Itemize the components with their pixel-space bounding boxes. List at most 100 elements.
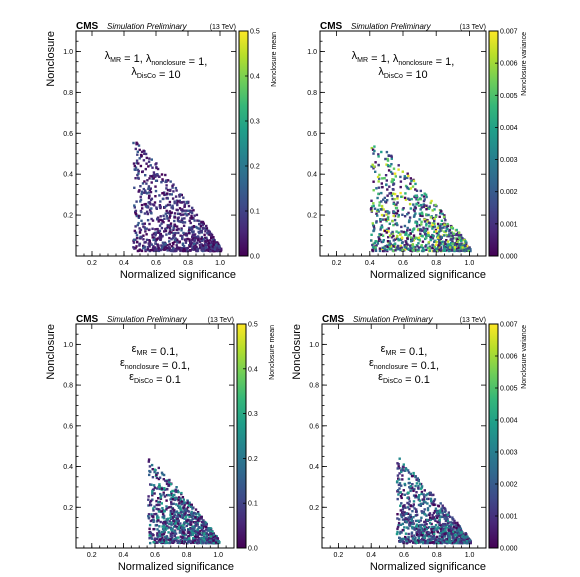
data-point: [168, 232, 171, 235]
data-point: [185, 247, 188, 250]
data-point: [377, 236, 380, 239]
data-point: [452, 232, 456, 236]
annotation-part: nonclosure: [374, 364, 408, 371]
data-point: [181, 242, 185, 245]
data-point: [417, 204, 421, 207]
data-point: [137, 176, 140, 180]
data-point: [372, 204, 375, 208]
data-point: [190, 214, 193, 218]
data-point: [175, 228, 178, 231]
data-point: [160, 487, 164, 490]
data-point: [437, 538, 440, 541]
data-point: [171, 248, 174, 252]
annotation-line: εDisCo = 0.1: [378, 371, 430, 386]
data-point: [396, 517, 399, 520]
data-point: [444, 528, 447, 532]
data-point: [174, 521, 177, 525]
data-point: [436, 222, 440, 226]
x-tick-label: 1.0: [215, 260, 225, 267]
data-point: [430, 527, 433, 531]
data-point: [390, 244, 394, 247]
data-point: [162, 515, 166, 518]
data-point: [411, 522, 415, 526]
data-point: [179, 508, 182, 511]
data-point: [166, 536, 169, 539]
data-point: [138, 148, 141, 152]
data-point: [176, 241, 179, 244]
data-point: [396, 197, 399, 200]
y-axis-label: Nonclosure: [291, 324, 303, 380]
annotation-line: εMR = 0.1,: [381, 343, 428, 358]
data-point: [211, 245, 214, 248]
data-point: [456, 237, 459, 241]
data-point: [438, 242, 441, 245]
data-point: [409, 513, 412, 517]
data-point: [391, 172, 394, 175]
data-point: [426, 539, 429, 543]
data-point: [412, 471, 415, 475]
data-point: [155, 473, 158, 477]
data-point: [440, 219, 444, 222]
data-point: [454, 538, 458, 542]
data-point: [149, 248, 152, 252]
data-point: [148, 201, 151, 204]
data-point: [196, 235, 200, 238]
data-point: [401, 510, 405, 514]
data-point: [147, 498, 150, 501]
data-point: [378, 249, 382, 253]
data-point: [166, 192, 169, 195]
data-point: [383, 196, 386, 200]
data-point: [160, 226, 164, 230]
data-point: [200, 249, 203, 252]
annotation-part: = 1, λ: [368, 53, 399, 65]
data-point: [205, 236, 208, 239]
data-point: [166, 217, 169, 220]
data-point: [421, 502, 425, 505]
status-label: Simulation Preliminary: [351, 22, 432, 31]
experiment-label: CMS: [322, 314, 345, 325]
data-point: [404, 517, 407, 520]
data-point: [372, 202, 375, 205]
data-points: [369, 145, 472, 253]
data-point: [202, 227, 206, 230]
data-point: [423, 489, 426, 492]
data-point: [417, 496, 420, 499]
data-point: [417, 486, 420, 490]
x-tick-label: 0.2: [87, 260, 97, 267]
data-point: [438, 516, 442, 519]
data-point: [140, 203, 144, 207]
data-point: [201, 541, 204, 544]
data-point: [425, 494, 428, 497]
data-point: [406, 506, 410, 509]
data-point: [212, 236, 215, 239]
data-point: [169, 532, 172, 536]
data-point: [411, 486, 414, 489]
data-point: [143, 212, 147, 215]
data-point: [194, 508, 198, 511]
annotation-part: = 0.1,: [396, 346, 427, 358]
data-point: [387, 227, 390, 230]
data-point: [166, 525, 169, 528]
data-point: [186, 506, 190, 509]
data-point: [407, 516, 410, 519]
data-point: [175, 520, 179, 523]
data-point: [427, 213, 430, 217]
data-point: [162, 246, 166, 249]
data-point: [417, 242, 420, 245]
data-point: [420, 537, 424, 541]
data-point: [200, 526, 203, 529]
data-point: [196, 533, 199, 536]
data-point: [193, 235, 196, 238]
data-point: [177, 200, 180, 203]
data-point: [447, 521, 450, 524]
colorbar-tick-label: 0.006: [500, 354, 518, 361]
data-point: [417, 201, 420, 205]
data-point: [155, 166, 158, 170]
data-point: [171, 184, 174, 188]
data-point: [425, 234, 428, 237]
data-point: [195, 225, 198, 229]
data-point: [439, 509, 442, 512]
data-point: [163, 488, 167, 491]
data-point: [451, 227, 455, 230]
data-point: [172, 525, 176, 528]
